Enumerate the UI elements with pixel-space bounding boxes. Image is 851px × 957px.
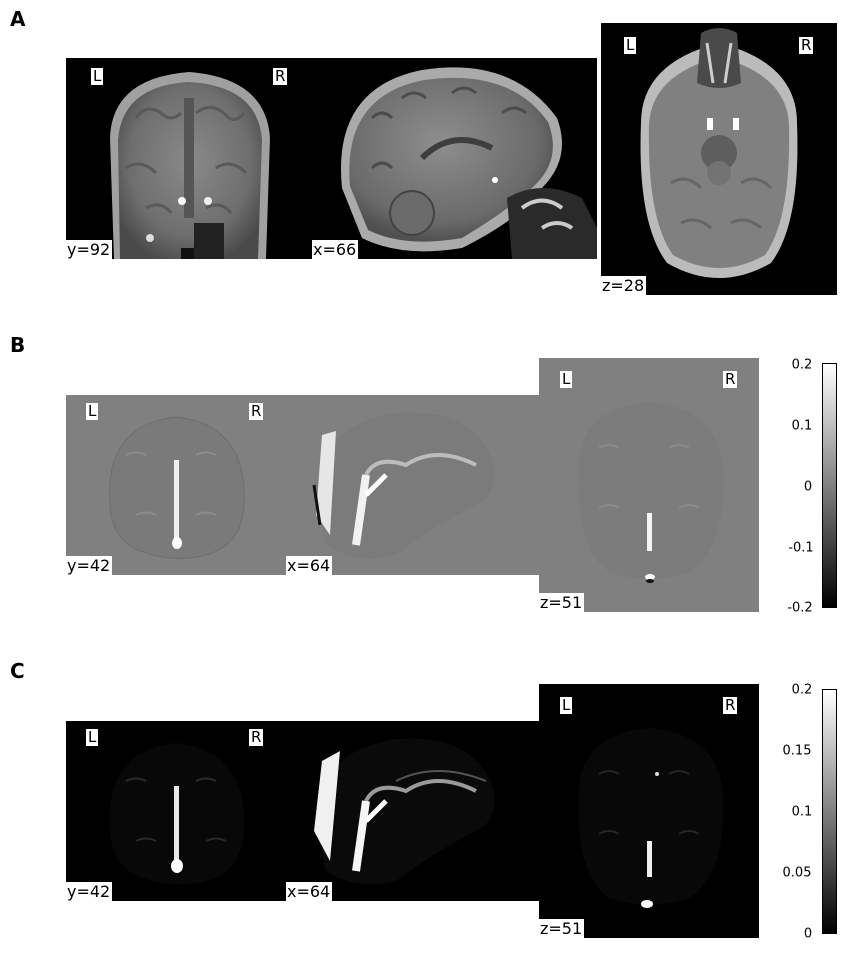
slice-coordinate-label: x=64 [286, 882, 333, 901]
coronal-map-image [109, 743, 245, 885]
map-coronal-slice-c: L R y=42 [66, 721, 286, 901]
slice-coordinate-label: y=42 [66, 556, 113, 575]
panel-label-c: C [10, 659, 25, 683]
slice-coordinate-label: x=66 [312, 240, 359, 259]
axial-brain-image [640, 28, 798, 278]
axial-phase-image [578, 402, 724, 583]
phase-sagittal-slice-b: x=64 [286, 395, 539, 575]
orientation-left-label: L [560, 370, 573, 388]
coronal-brain-image [110, 72, 270, 259]
sagittal-map-image [314, 738, 495, 885]
colorbar-tick-label: 0.2 [791, 357, 813, 373]
orientation-right-label: R [723, 696, 738, 714]
panel-label-a: A [10, 7, 26, 31]
colorbar-tick-label: 0.2 [791, 682, 813, 698]
colorbar-tick-label: 0 [803, 479, 813, 495]
slice-coordinate-label: z=51 [539, 919, 585, 938]
sagittal-brain-image [341, 67, 597, 259]
slice-coordinate-label: x=64 [286, 556, 333, 575]
slice-coordinate-label: y=92 [66, 240, 113, 259]
orientation-left-label: L [86, 728, 99, 746]
orientation-left-label: L [560, 696, 573, 714]
slice-coordinate-label: z=28 [601, 276, 647, 295]
axial-map-image [578, 728, 724, 908]
orientation-right-label: R [249, 728, 264, 746]
colorbar-c [822, 689, 837, 934]
orientation-left-label: L [91, 67, 104, 85]
orientation-right-label: R [249, 402, 264, 420]
colorbar-tick-label: 0.15 [782, 743, 812, 759]
colorbar-tick-label: 0.1 [791, 804, 813, 820]
phase-axial-slice-b: L R z=51 [539, 358, 759, 612]
orientation-right-label: R [273, 67, 288, 85]
map-axial-slice-c: L R z=51 [539, 684, 759, 938]
mri-coronal-slice-a: L R y=92 [66, 58, 312, 259]
colorbar-tick-label: -0.2 [787, 600, 813, 616]
mri-axial-slice-a: L R z=28 [601, 23, 837, 295]
panel-label-b: B [10, 333, 26, 357]
orientation-right-label: R [723, 370, 738, 388]
coronal-phase-image [109, 416, 245, 559]
slice-coordinate-label: z=51 [539, 593, 585, 612]
sagittal-phase-image [312, 412, 495, 559]
phase-coronal-slice-b: L R y=42 [66, 395, 286, 575]
orientation-left-label: L [86, 402, 99, 420]
slice-coordinate-label: y=42 [66, 882, 113, 901]
colorbar-tick-label: 0.05 [782, 865, 812, 881]
colorbar-b [822, 363, 837, 608]
mri-sagittal-slice-a: x=66 [312, 58, 597, 259]
colorbar-tick-label: -0.1 [788, 540, 814, 556]
map-sagittal-slice-c: x=64 [286, 721, 539, 901]
colorbar-tick-label: 0.1 [791, 418, 813, 434]
orientation-right-label: R [799, 36, 814, 54]
orientation-left-label: L [624, 36, 637, 54]
colorbar-tick-label: 0 [803, 926, 813, 942]
